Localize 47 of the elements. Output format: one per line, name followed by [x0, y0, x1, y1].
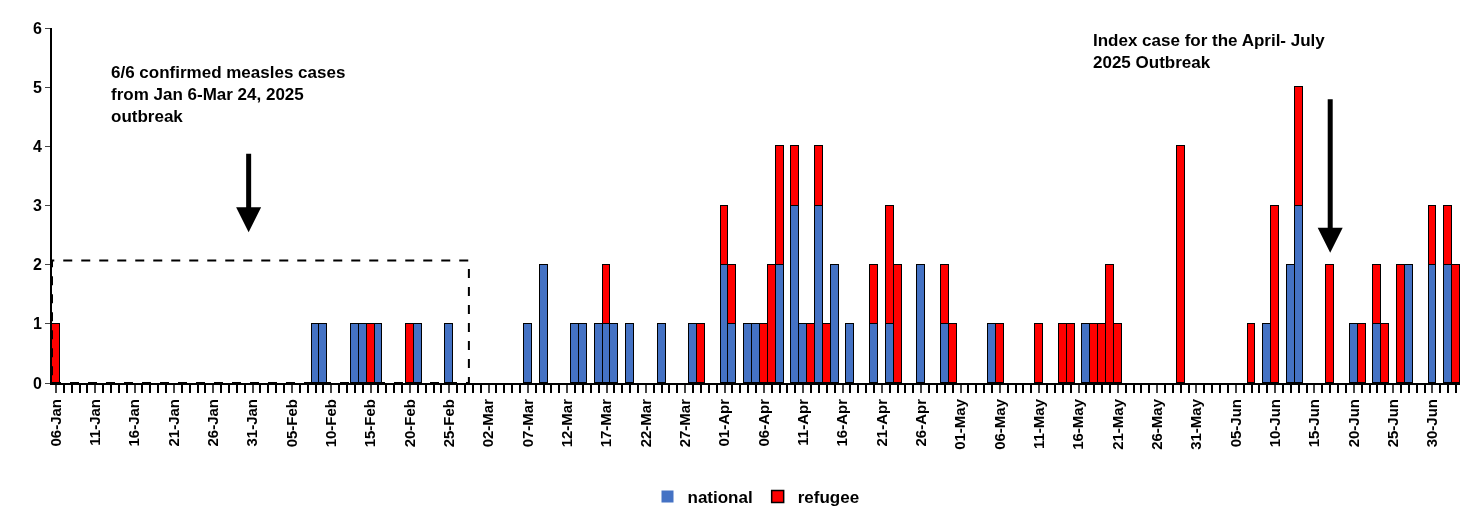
x-tick-label: 02-Mar — [479, 398, 497, 448]
x-tick-label: 10-Jun — [1266, 399, 1284, 448]
x-tick-label: 11-May — [1030, 398, 1048, 450]
x-tick-label: 16-Jan — [125, 399, 143, 447]
legend-label: refugee — [797, 488, 860, 508]
x-tick-label: 01-May — [951, 398, 969, 450]
x-tick-label: 20-Jun — [1344, 399, 1362, 448]
y-tick-label: 4 — [32, 137, 42, 155]
x-tick-label: 22-Mar — [636, 398, 654, 448]
x-tick-label: 15-Feb — [361, 399, 379, 448]
x-tick-label: 27-Mar — [676, 398, 694, 448]
x-tick-label: 26-May — [1148, 398, 1166, 450]
x-tick-label: 16-Apr — [833, 398, 851, 447]
annotation: 6/6 confirmed measles cases from Jan 6-Mar 24, 2025 outbreak — [111, 63, 346, 127]
x-tick-label: 15-Jun — [1305, 399, 1323, 448]
x-tick-label: 06-May — [990, 398, 1008, 450]
x-tick-label: 25-Feb — [440, 399, 458, 448]
y-tick-label: 3 — [32, 197, 42, 215]
x-tick-label: 20-Feb — [400, 399, 418, 448]
x-tick-label: 11-Apr — [794, 398, 812, 446]
annotation: Index case for the April- July 2025 Outbreak — [1093, 31, 1326, 73]
x-tick-label: 07-Mar — [518, 398, 536, 448]
legend-label: national — [687, 488, 753, 508]
x-tick-label: 31-Jan — [243, 399, 261, 447]
x-tick-label: 16-May — [1069, 398, 1087, 450]
x-tick-label: 01-Apr — [715, 398, 733, 447]
y-tick-label: 6 — [32, 19, 42, 37]
x-tick-label: 05-Jun — [1226, 399, 1244, 448]
x-tick-label: 21-May — [1108, 398, 1126, 450]
y-tick-label: 0 — [32, 374, 42, 392]
x-tick-label: 26-Apr — [912, 398, 930, 447]
x-tick-label: 12-Mar — [558, 398, 576, 448]
y-tick-label: 5 — [32, 78, 42, 96]
x-tick-label: 25-Jun — [1384, 399, 1402, 448]
x-tick-label: 11-Jan — [86, 399, 104, 446]
x-tick-label: 31-May — [1187, 398, 1205, 450]
x-tick-label: 06-Jan — [46, 399, 64, 447]
x-tick-label: 06-Apr — [754, 398, 772, 447]
x-tick-label: 17-Mar — [597, 398, 615, 448]
y-tick-label: 1 — [32, 315, 42, 333]
x-tick-label: 10-Feb — [322, 399, 340, 448]
x-tick-label: 30-Jun — [1423, 399, 1441, 448]
x-tick-label: 21-Jan — [164, 399, 182, 447]
x-tick-label: 05-Feb — [282, 399, 300, 448]
y-tick-label: 2 — [32, 256, 42, 274]
x-tick-label: 21-Apr — [872, 398, 890, 447]
x-tick-label: 26-Jan — [204, 399, 222, 447]
